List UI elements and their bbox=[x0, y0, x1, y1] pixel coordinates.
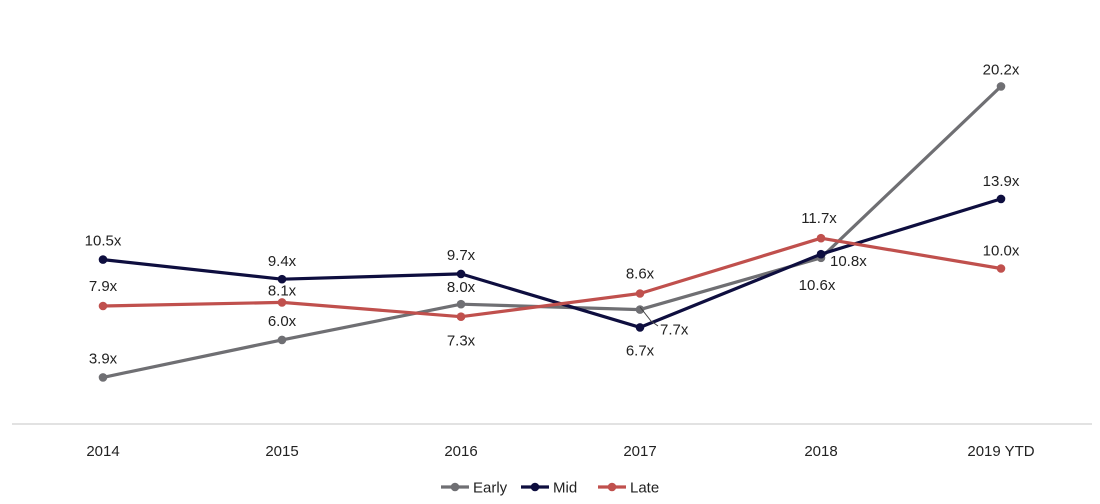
legend-item-early: Early bbox=[441, 480, 508, 497]
point-mid-2016 bbox=[456, 269, 466, 279]
point-early-2019-ytd bbox=[996, 82, 1006, 91]
legend-marker-late bbox=[607, 482, 617, 492]
data-label-early-2016: 8.0x bbox=[447, 279, 476, 296]
data-label-early-2018: 10.6x bbox=[799, 277, 836, 294]
data-label-late-2015: 8.1x bbox=[268, 282, 297, 299]
data-label-mid-2015: 9.4x bbox=[268, 253, 297, 270]
series-mid bbox=[98, 194, 1006, 332]
point-early-2015 bbox=[277, 335, 287, 345]
x-tick-label-2017: 2017 bbox=[623, 443, 656, 460]
series-early bbox=[98, 82, 1006, 382]
point-early-2017 bbox=[635, 305, 645, 314]
legend-item-mid: Mid bbox=[521, 480, 577, 497]
x-axis-ticks: 2014 2015 2016 2017 2018 2019 YTD bbox=[86, 443, 1034, 460]
data-label-late-2019-ytd: 10.0x bbox=[983, 243, 1020, 260]
series-layer bbox=[98, 82, 1006, 382]
data-label-mid-2014: 10.5x bbox=[85, 233, 122, 250]
data-label-mid-2018: 10.8x bbox=[830, 253, 867, 270]
point-mid-2018 bbox=[816, 249, 826, 259]
point-mid-2014 bbox=[98, 255, 108, 264]
data-label-early-2014: 3.9x bbox=[89, 350, 118, 367]
legend: Early Mid Late bbox=[441, 480, 659, 497]
data-label-early-2019-ytd: 20.2x bbox=[983, 61, 1020, 78]
series-line-late bbox=[102, 236, 1002, 319]
point-early-2014 bbox=[98, 373, 108, 382]
data-label-late-2016: 7.3x bbox=[447, 333, 476, 350]
leader-line-early-2017 bbox=[639, 306, 659, 327]
data-label-late-2014: 7.9x bbox=[89, 278, 118, 295]
data-label-layer: 3.9x 6.0x 8.0x 7.7x 10.6x 20.2x 10.5x 9.4x 9.7x 6… bbox=[85, 61, 1020, 367]
legend-label-late: Late bbox=[630, 480, 659, 497]
series-line-early bbox=[102, 85, 1003, 379]
x-tick-label-2018: 2018 bbox=[804, 443, 837, 460]
legend-marker-early bbox=[450, 482, 460, 492]
series-line-mid bbox=[102, 197, 1002, 329]
data-label-late-2018: 11.7x bbox=[801, 210, 837, 227]
data-label-early-2015: 6.0x bbox=[268, 313, 297, 330]
point-late-2015 bbox=[277, 298, 287, 307]
x-tick-label-2016: 2016 bbox=[444, 443, 477, 460]
point-late-2019-ytd bbox=[996, 264, 1006, 273]
legend-label-early: Early bbox=[473, 480, 508, 497]
series-late bbox=[98, 233, 1006, 322]
point-mid-2017 bbox=[635, 323, 645, 332]
legend-label-mid: Mid bbox=[553, 480, 577, 497]
x-tick-label-2015: 2015 bbox=[265, 443, 298, 460]
point-late-2014 bbox=[98, 301, 108, 311]
point-mid-2019-ytd bbox=[996, 194, 1006, 204]
point-late-2017 bbox=[635, 289, 645, 298]
x-tick-label-2019-ytd: 2019 YTD bbox=[967, 443, 1034, 460]
data-label-mid-2019-ytd: 13.9x bbox=[983, 173, 1020, 190]
x-tick-label-2014: 2014 bbox=[86, 443, 119, 460]
point-late-2018 bbox=[816, 233, 826, 243]
point-mid-2015 bbox=[277, 274, 287, 284]
data-label-mid-2016: 9.7x bbox=[447, 247, 476, 264]
point-early-2016 bbox=[456, 299, 466, 309]
legend-marker-mid bbox=[530, 482, 540, 492]
data-label-mid-2017: 6.7x bbox=[626, 342, 655, 359]
point-late-2016 bbox=[456, 312, 466, 322]
legend-item-late: Late bbox=[598, 480, 659, 497]
data-label-early-2017: 7.7x bbox=[660, 322, 689, 339]
data-label-late-2017: 8.6x bbox=[626, 266, 655, 283]
